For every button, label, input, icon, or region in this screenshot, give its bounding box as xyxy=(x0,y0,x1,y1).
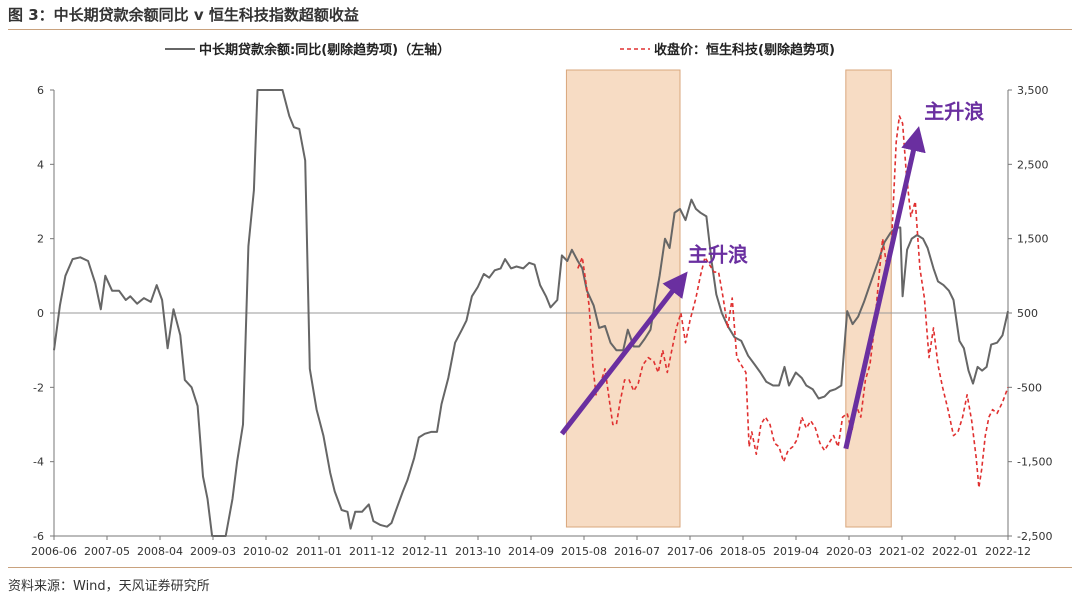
left-tick-label: -2 xyxy=(33,381,44,394)
right-tick-label: -500 xyxy=(1017,381,1042,394)
series-lines xyxy=(53,89,1009,537)
x-tick-label: 2019-04 xyxy=(773,545,819,558)
highlight-band-2 xyxy=(845,69,892,528)
x-tick-label: 2008-04 xyxy=(137,545,183,558)
right-tick-label: -2,500 xyxy=(1017,530,1052,543)
x-tick-label: 2011-01 xyxy=(296,545,342,558)
x-tick-label: 2014-09 xyxy=(508,545,554,558)
right-tick-label: 3,500 xyxy=(1017,84,1049,97)
highlight-bands xyxy=(565,69,892,528)
x-tick-label: 2011-12 xyxy=(349,545,395,558)
left-tick-label: 2 xyxy=(37,233,44,246)
source-note: 资料来源：Wind，天风证券研究所 xyxy=(8,579,210,594)
x-tick-label: 2015-08 xyxy=(561,545,607,558)
upswing-arrow-2 xyxy=(843,126,926,450)
x-tick-label: 2018-05 xyxy=(720,545,766,558)
x-tick-label: 2017-06 xyxy=(667,545,713,558)
legend-label-1: 中长期贷款余额:同比(剔除趋势项)（左轴） xyxy=(199,42,450,58)
x-tick-label: 2016-07 xyxy=(614,545,660,558)
bottom-rule xyxy=(8,567,1072,568)
upswing-arrow-1 xyxy=(559,271,688,436)
x-tick-label: 2012-11 xyxy=(402,545,448,558)
x-tick-label: 2013-10 xyxy=(455,545,501,558)
x-tick-label: 2009-03 xyxy=(190,545,236,558)
left-tick-label: -4 xyxy=(33,456,44,469)
right-tick-label: -1,500 xyxy=(1017,456,1052,469)
x-tick-label: 2020-03 xyxy=(826,545,872,558)
right-tick-label: 2,500 xyxy=(1017,158,1049,171)
highlight-band-1 xyxy=(565,69,681,528)
annotation-label-1: 主升浪 xyxy=(688,242,748,266)
left-tick-label: -6 xyxy=(33,530,44,543)
legend-label-2: 收盘价：恒生科技(剔除趋势项) xyxy=(654,42,835,58)
x-tick-label: 2021-02 xyxy=(879,545,925,558)
x-tick-label: 2010-02 xyxy=(243,545,289,558)
x-tick-label: 2006-06 xyxy=(31,545,77,558)
left-tick-label: 4 xyxy=(37,158,44,171)
right-tick-label: 500 xyxy=(1017,307,1038,320)
left-tick-label: 6 xyxy=(37,84,44,97)
tick-labels: 6 4 2 0 -2 -4 -6 3,500 2,500 1,500 500 -500 -1,500 -2… xyxy=(31,84,1052,558)
x-tick-label: 2022-01 xyxy=(932,545,978,558)
left-tick-label: 0 xyxy=(37,307,44,320)
series-line-2 xyxy=(577,115,1009,489)
series-line-1 xyxy=(53,89,1009,537)
figure-title: 图 3：中长期贷款余额同比 v 恒生科技指数超额收益 xyxy=(8,6,359,24)
x-tick-label: 2022-12 xyxy=(985,545,1031,558)
top-rule xyxy=(8,29,1072,30)
x-tick-label: 2007-05 xyxy=(84,545,130,558)
legend: 中长期贷款余额:同比(剔除趋势项)（左轴） 收盘价：恒生科技(剔除趋势项) xyxy=(165,42,835,58)
right-tick-label: 1,500 xyxy=(1017,233,1049,246)
annotation-label-2: 主升浪 xyxy=(924,99,984,123)
